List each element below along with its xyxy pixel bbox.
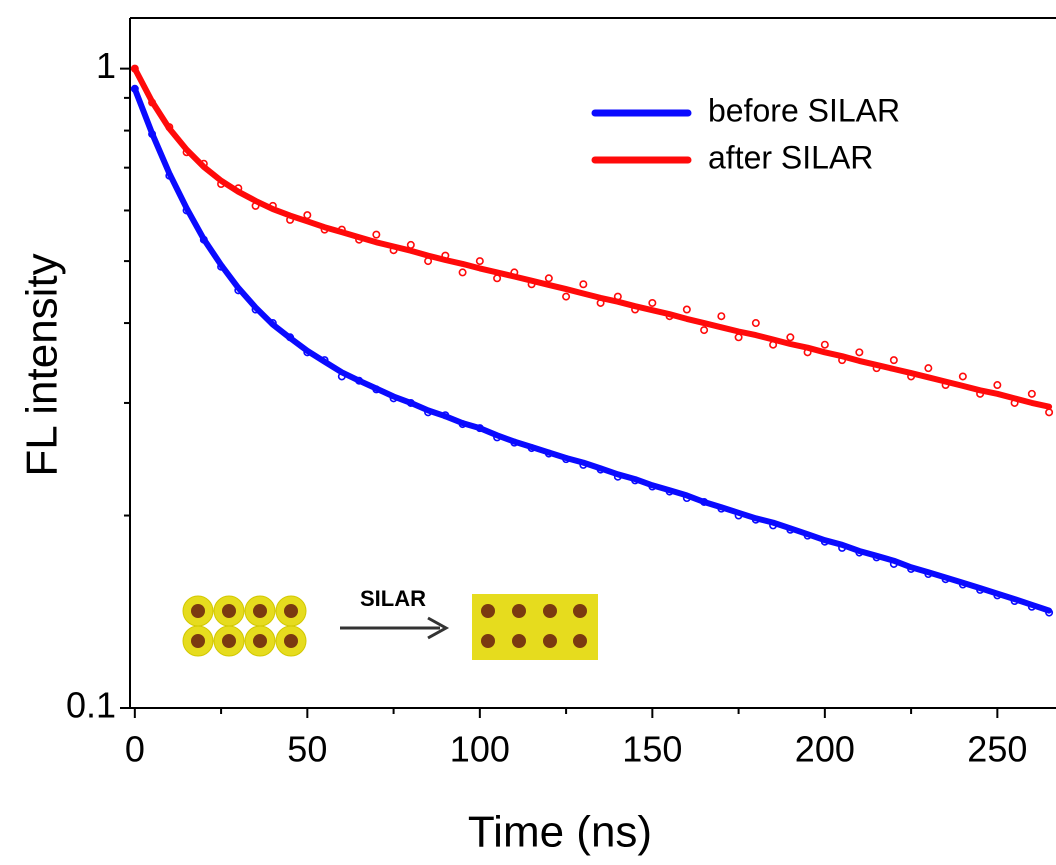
x-tick-label: 250 [967, 729, 1027, 770]
data-point [700, 326, 709, 335]
fit-line [131, 65, 1053, 410]
data-point [648, 298, 657, 307]
data-point [786, 333, 795, 342]
x-tick-label: 150 [622, 729, 682, 770]
data-point [303, 211, 312, 220]
data-point [820, 340, 829, 349]
data-point [1045, 408, 1054, 417]
data-point [717, 312, 726, 321]
data-point [889, 356, 898, 365]
fit-line [131, 85, 1053, 614]
series [130, 84, 1054, 617]
data-point [751, 319, 760, 328]
series [130, 64, 1054, 417]
x-tick-label: 0 [125, 729, 145, 770]
annotation: SILAR [360, 586, 426, 611]
data-point [562, 292, 571, 301]
y-tick-label: 0.1 [66, 685, 116, 726]
data-point [475, 257, 484, 266]
data-point [855, 348, 864, 357]
data-point [958, 372, 967, 381]
legend-label: after SILAR [708, 139, 873, 175]
y-tick-label: 1 [96, 45, 116, 86]
data-point [579, 280, 588, 289]
data-point [372, 230, 381, 239]
x-tick-label: 50 [287, 729, 327, 770]
data-point [458, 268, 467, 277]
x-tick-label: 200 [795, 729, 855, 770]
y-axis-label: FL intensity [18, 253, 67, 476]
x-axis-label: Time (ns) [468, 808, 652, 857]
data-point [993, 381, 1002, 390]
data-point [682, 305, 691, 314]
data-point [544, 274, 553, 283]
inset-diagram: SILAR [182, 586, 598, 660]
data-point [1027, 389, 1036, 398]
data-point [924, 364, 933, 373]
x-tick-label: 100 [450, 729, 510, 770]
legend-label: before SILAR [708, 92, 900, 128]
data-point [734, 333, 743, 342]
data-point [493, 274, 502, 283]
